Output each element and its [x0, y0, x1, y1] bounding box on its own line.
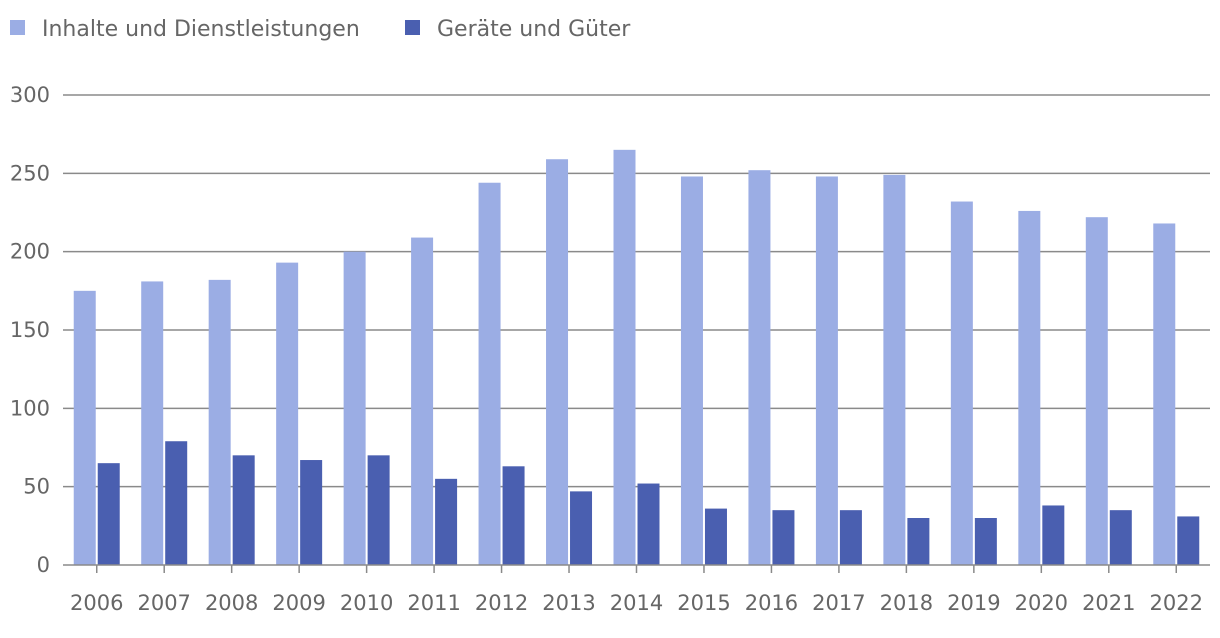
bar-geraete: [704, 508, 727, 565]
bar-inhalte: [680, 176, 703, 565]
bar-geraete: [165, 441, 188, 565]
bar-inhalte: [276, 262, 299, 565]
bar-inhalte: [73, 290, 96, 565]
bar-geraete: [974, 518, 997, 565]
y-tick-label: 300: [10, 83, 50, 107]
bar-geraete: [1177, 516, 1200, 565]
y-axis: 0 50 100 150 200 250 300: [10, 83, 50, 577]
x-tick-label: 2014: [610, 591, 663, 615]
bar-inhalte: [613, 149, 636, 566]
legend-swatch-inhalte: [10, 20, 25, 35]
bar-geraete: [839, 510, 862, 565]
bar-inhalte: [141, 281, 164, 565]
bar-inhalte: [1153, 223, 1176, 565]
bar-inhalte: [950, 201, 973, 566]
x-tick-label: 2010: [340, 591, 393, 615]
y-tick-label: 200: [10, 240, 50, 264]
bars: [73, 149, 1200, 566]
x-tick-label: 2012: [475, 591, 528, 615]
bar-geraete: [502, 466, 525, 565]
bar-geraete: [367, 455, 390, 565]
bar-geraete: [570, 491, 593, 565]
y-tick-label: 50: [23, 475, 50, 499]
bar-geraete: [1042, 505, 1065, 565]
x-tick-label: 2007: [137, 591, 190, 615]
bar-inhalte: [748, 170, 771, 565]
y-tick-label: 250: [10, 161, 50, 185]
legend-swatch-geraete: [405, 20, 420, 35]
bar-inhalte: [1085, 217, 1108, 565]
bar-inhalte: [546, 159, 569, 565]
x-tick-label: 2022: [1150, 591, 1203, 615]
bar-geraete: [435, 478, 458, 565]
x-tick-label: 2016: [745, 591, 798, 615]
legend-label-geraete: Geräte und Güter: [437, 17, 631, 42]
bar-geraete: [97, 463, 120, 565]
y-tick-label: 150: [10, 318, 50, 342]
bar-inhalte: [411, 237, 434, 566]
bar-geraete: [300, 460, 323, 565]
x-tick-label: 2013: [542, 591, 595, 615]
bar-inhalte: [343, 251, 366, 565]
bar-geraete: [637, 483, 660, 565]
x-tick-label: 2009: [272, 591, 325, 615]
bar-inhalte: [815, 176, 838, 565]
x-tick-label: 2019: [947, 591, 1000, 615]
x-tick-label: 2006: [70, 591, 123, 615]
legend: Inhalte und Dienstleistungen Geräte und …: [10, 17, 631, 42]
x-tick-label: 2017: [812, 591, 865, 615]
bar-geraete: [232, 455, 255, 565]
x-tick-label: 2021: [1082, 591, 1135, 615]
x-tick-label: 2015: [677, 591, 730, 615]
x-tick-label: 2011: [407, 591, 460, 615]
x-tick-label: 2020: [1015, 591, 1068, 615]
y-tick-label: 0: [37, 553, 50, 577]
bar-geraete: [1109, 510, 1132, 565]
x-axis: 2006 2007 2008 2009 2010 2011 2012 2013 2014 2015…: [63, 564, 1210, 615]
legend-label-inhalte: Inhalte und Dienstleistungen: [42, 17, 360, 42]
x-tick-label: 2018: [880, 591, 933, 615]
bar-inhalte: [478, 182, 501, 565]
bar-geraete: [772, 510, 795, 565]
bar-inhalte: [1018, 210, 1041, 565]
bar-geraete: [907, 518, 930, 565]
y-tick-label: 100: [10, 396, 50, 420]
bar-inhalte: [883, 174, 906, 565]
x-tick-label: 2008: [205, 591, 258, 615]
bar-inhalte: [208, 279, 231, 565]
